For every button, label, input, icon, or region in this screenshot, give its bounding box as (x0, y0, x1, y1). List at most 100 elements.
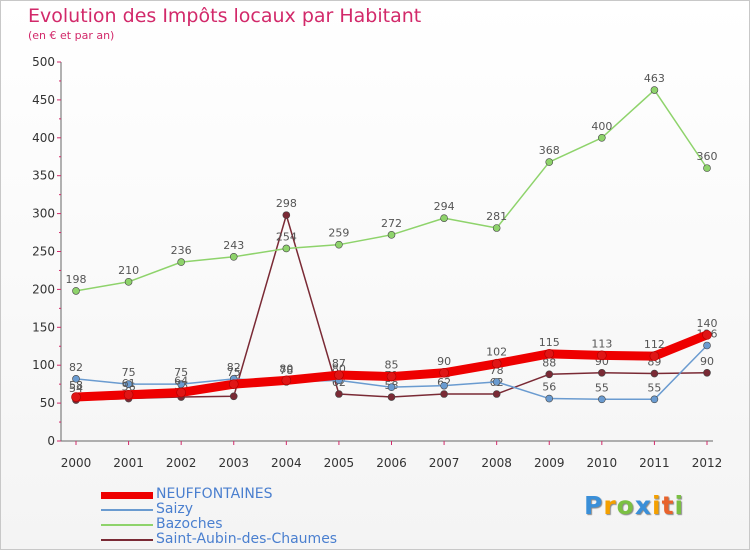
data-point (387, 393, 396, 401)
data-label: 360 (697, 150, 718, 163)
y-tick-label: 300 (32, 207, 55, 221)
data-label: 82 (227, 361, 241, 374)
legend-item-saint-aubin: Saint-Aubin-des-Chaumes (101, 531, 421, 547)
x-tick-label: 2007 (429, 456, 460, 470)
data-label: 85 (385, 359, 399, 372)
data-label: 113 (591, 337, 612, 350)
data-point (282, 244, 291, 253)
data-label: 259 (328, 227, 349, 240)
logo-letter: i (674, 491, 685, 520)
data-label: 56 (542, 381, 556, 394)
data-label: 298 (276, 197, 297, 210)
data-label: 368 (539, 144, 560, 157)
data-label: 102 (486, 346, 507, 359)
data-label: 112 (644, 338, 665, 351)
legend-item-bazoches: Bazoches (101, 516, 421, 532)
logo-letter: x (634, 491, 652, 520)
x-tick-label: 2001 (113, 456, 144, 470)
logo-letter: i (652, 491, 662, 520)
data-point (440, 214, 448, 222)
data-point (598, 134, 606, 142)
y-tick-label: 400 (32, 131, 55, 145)
data-label: 61 (122, 377, 136, 390)
x-tick-label: 2010 (587, 456, 618, 470)
data-point (281, 375, 292, 386)
data-point (649, 351, 660, 361)
data-point (229, 253, 238, 261)
data-point (545, 394, 554, 403)
data-point (229, 392, 238, 401)
proxiti-logo: Proxiti (584, 491, 684, 520)
chart-subtitle: (en € et par an) (28, 29, 115, 42)
legend-label: Bazoches (156, 516, 223, 532)
data-label: 54 (69, 382, 83, 395)
data-point (492, 378, 501, 386)
x-tick-label: 2003 (218, 456, 249, 470)
legend-swatch (101, 524, 153, 526)
data-point (491, 358, 502, 369)
data-label: 55 (595, 381, 609, 394)
data-point (439, 367, 449, 378)
legend-label: Saizy (156, 501, 193, 517)
x-tick-label: 2008 (481, 456, 512, 470)
data-point (176, 387, 186, 398)
y-tick-label: 350 (32, 169, 55, 183)
y-tick-label: 50 (40, 396, 55, 410)
data-point (72, 287, 80, 295)
data-point (703, 164, 711, 172)
y-tick-label: 500 (32, 55, 55, 69)
data-point (702, 330, 712, 340)
logo-letter: o (616, 491, 635, 520)
data-label: 88 (542, 356, 556, 369)
data-point (650, 369, 659, 378)
data-point (545, 158, 554, 166)
data-label: 75 (174, 366, 188, 379)
logo-letter: r (603, 491, 617, 520)
y-tick-label: 250 (32, 245, 55, 259)
data-label: 210 (118, 264, 139, 277)
y-tick-label: 450 (32, 93, 55, 107)
data-point (597, 350, 607, 361)
data-label: 281 (486, 210, 507, 223)
x-tick-label: 2004 (271, 456, 302, 470)
data-label: 87 (332, 357, 346, 370)
data-label: 78 (279, 364, 293, 377)
x-tick-label: 2005 (324, 456, 355, 470)
data-label: 140 (697, 317, 718, 330)
logo-letter: P (584, 491, 604, 520)
data-label: 64 (174, 374, 188, 387)
legend-swatch (101, 539, 153, 541)
data-label: 243 (223, 239, 244, 252)
data-label: 75 (227, 366, 241, 379)
data-point (228, 379, 239, 389)
x-tick-label: 2002 (166, 456, 197, 470)
data-point (334, 370, 344, 380)
data-point (177, 380, 185, 388)
data-point (544, 349, 555, 359)
data-point (598, 395, 606, 404)
y-tick-label: 200 (32, 282, 55, 296)
legend-item-neuffontaines: NEUFFONTAINES (101, 486, 421, 502)
x-tick-label: 2006 (376, 456, 407, 470)
data-label: 272 (381, 217, 402, 230)
data-label: 294 (434, 200, 455, 213)
legend-label: NEUFFONTAINES (156, 486, 273, 502)
data-point (282, 211, 291, 219)
legend-swatch (101, 491, 153, 499)
data-point (703, 341, 711, 350)
data-point (123, 389, 134, 400)
logo-letter: t (661, 491, 675, 520)
legend-item-saizy: Saizy (101, 501, 421, 517)
data-point (335, 390, 343, 398)
data-label: 463 (644, 72, 665, 85)
data-point (124, 380, 133, 388)
data-label: 75 (122, 366, 136, 379)
legend-swatch (101, 509, 153, 511)
data-point (598, 368, 606, 377)
data-point (335, 240, 343, 249)
data-point (177, 258, 185, 266)
y-tick-label: 0 (47, 434, 55, 448)
data-label: 82 (69, 361, 83, 374)
data-label: 58 (69, 379, 83, 392)
